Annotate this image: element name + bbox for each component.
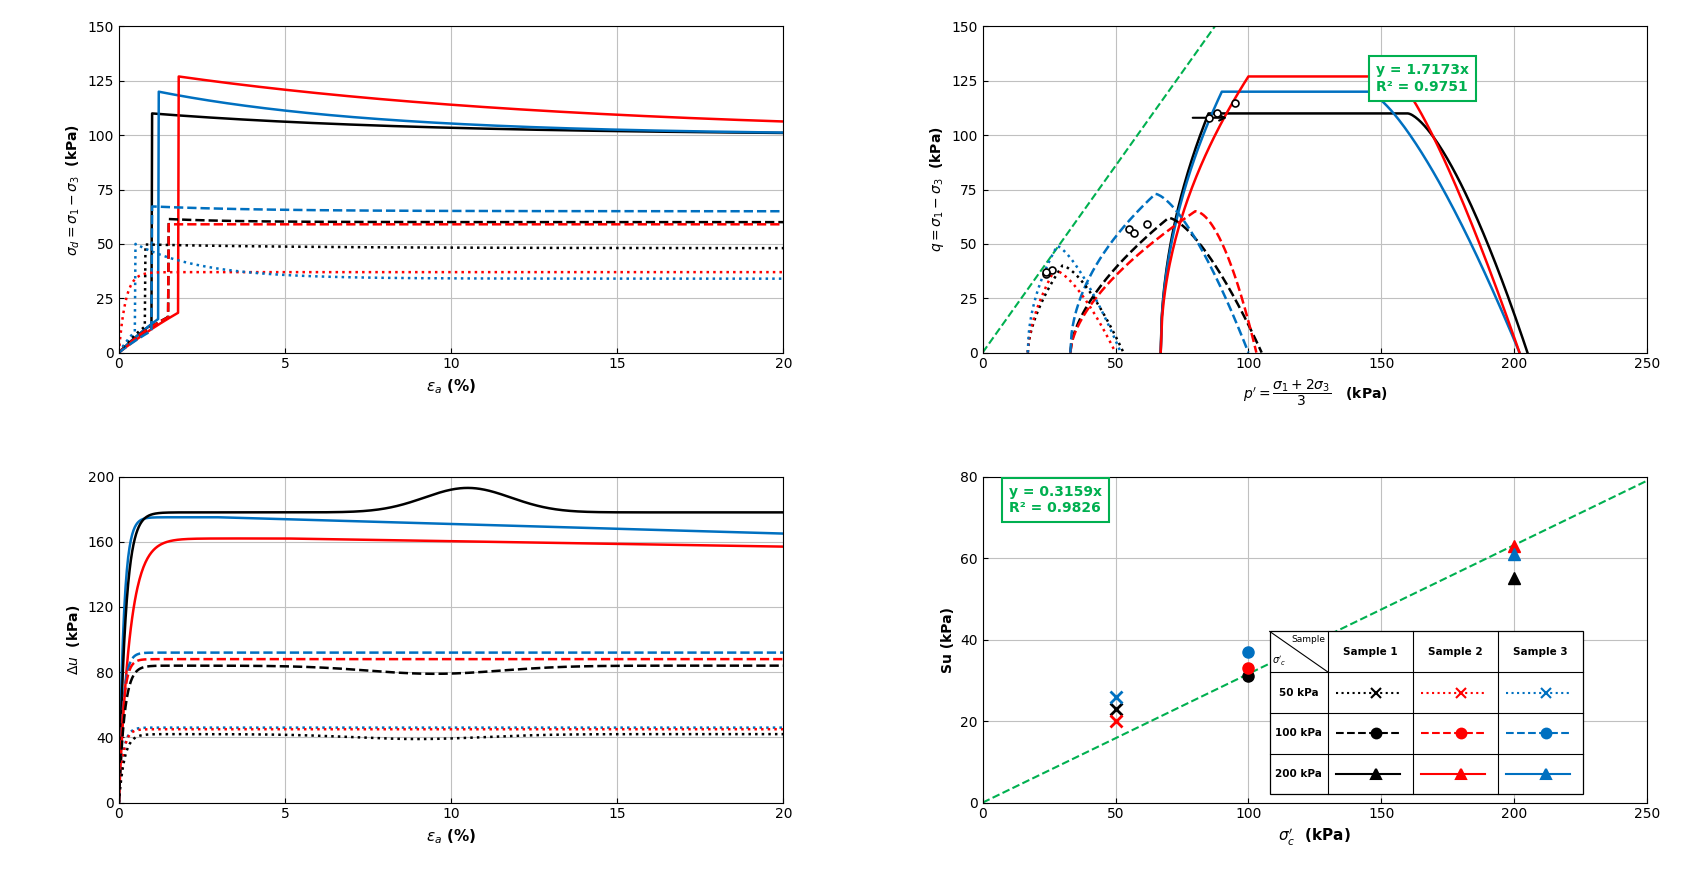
Text: y = 0.3159x
R² = 0.9826: y = 0.3159x R² = 0.9826 bbox=[1009, 484, 1102, 515]
X-axis label: $p' = \dfrac{\sigma_1 + 2\sigma_3}{3}$   (kPa): $p' = \dfrac{\sigma_1 + 2\sigma_3}{3}$ (… bbox=[1243, 377, 1387, 407]
X-axis label: $\varepsilon_a$ (%): $\varepsilon_a$ (%) bbox=[426, 377, 475, 396]
X-axis label: $\varepsilon_a$ (%): $\varepsilon_a$ (%) bbox=[426, 827, 475, 846]
Text: Sample 3: Sample 3 bbox=[1513, 647, 1567, 657]
Text: 200 kPa: 200 kPa bbox=[1275, 769, 1323, 779]
Text: y = 1.7173x
R² = 0.9751: y = 1.7173x R² = 0.9751 bbox=[1375, 64, 1469, 93]
Text: 50 kPa: 50 kPa bbox=[1279, 688, 1319, 698]
Y-axis label: $\sigma_d = \sigma_1 - \sigma_3$  (kPa): $\sigma_d = \sigma_1 - \sigma_3$ (kPa) bbox=[65, 123, 82, 256]
Text: 100 kPa: 100 kPa bbox=[1275, 729, 1323, 738]
Y-axis label: $\Delta u$  (kPa): $\Delta u$ (kPa) bbox=[65, 604, 82, 675]
Bar bbox=[1270, 632, 1583, 795]
Text: Sample 1: Sample 1 bbox=[1343, 647, 1397, 657]
Text: Sample: Sample bbox=[1292, 636, 1326, 645]
Text: Sample 2: Sample 2 bbox=[1428, 647, 1482, 657]
Y-axis label: $q = \sigma_1 - \sigma_3$  (kPa): $q = \sigma_1 - \sigma_3$ (kPa) bbox=[927, 127, 946, 252]
Text: $\sigma'_c$: $\sigma'_c$ bbox=[1272, 654, 1287, 668]
Y-axis label: Su (kPa): Su (kPa) bbox=[941, 607, 954, 673]
X-axis label: $\sigma_c'$  (kPa): $\sigma_c'$ (kPa) bbox=[1279, 827, 1352, 848]
